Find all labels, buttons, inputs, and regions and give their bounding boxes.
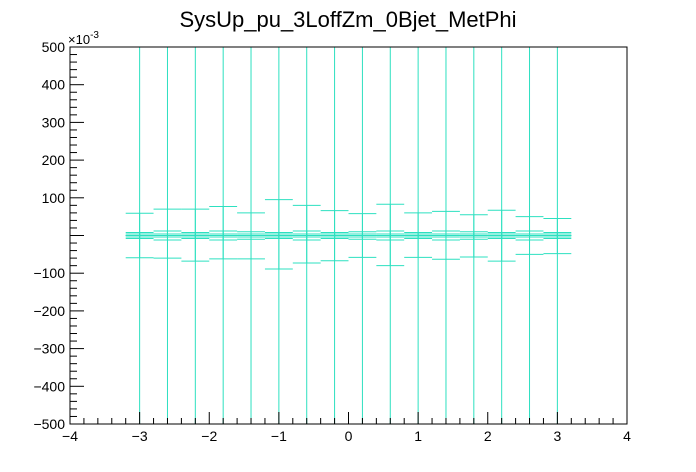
error-bar-point — [515, 233, 544, 238]
y-tick-label: −500 — [33, 416, 65, 432]
x-tick-label: 4 — [623, 428, 631, 444]
x-tick-label: −2 — [201, 428, 217, 444]
error-bar-point — [320, 233, 349, 238]
x-tick-label: 0 — [345, 428, 353, 444]
error-bar-point — [543, 233, 572, 238]
chart-title: SysUp_pu_3LoffZm_0Bjet_MetPhi — [179, 7, 516, 32]
error-bar-point — [432, 233, 460, 238]
x-tick-label: −3 — [132, 428, 148, 444]
error-bar-point — [125, 233, 154, 238]
y-tick-label: 300 — [42, 114, 66, 130]
y-axis: −500 −400 −300 −200 −100 100 200 300 400 500 — [33, 39, 84, 432]
y-tick-label: −200 — [33, 303, 65, 319]
error-bar-point — [376, 233, 405, 238]
error-bar-point — [459, 233, 488, 238]
error-bar-point — [404, 233, 433, 238]
y-scale-label: ×10-3 — [68, 30, 99, 47]
x-tick-label: 1 — [414, 428, 422, 444]
error-bar-point — [181, 233, 210, 238]
error-bar-point — [348, 233, 377, 238]
error-bar-point — [264, 233, 293, 238]
y-tick-label: 200 — [42, 152, 66, 168]
y-tick-label: 500 — [42, 39, 66, 55]
y-tick-label: 400 — [42, 77, 66, 93]
y-tick-label: −100 — [33, 265, 65, 281]
error-bar-point — [292, 233, 321, 238]
x-axis: −4 −3 −2 −1 0 1 2 3 4 — [62, 412, 631, 444]
y-tick-label: 100 — [42, 190, 66, 206]
x-tick-label: −4 — [62, 428, 78, 444]
x-tick-label: −1 — [271, 428, 287, 444]
error-bar-point — [209, 233, 238, 238]
error-bar-point — [487, 233, 516, 238]
y-tick-label: −300 — [33, 341, 65, 357]
x-tick-label: 3 — [553, 428, 561, 444]
y-tick-label: −400 — [33, 378, 65, 394]
error-bar-point — [237, 233, 265, 238]
x-tick-label: 2 — [484, 428, 492, 444]
data-marks — [125, 46, 572, 425]
error-bar-point — [153, 233, 182, 238]
